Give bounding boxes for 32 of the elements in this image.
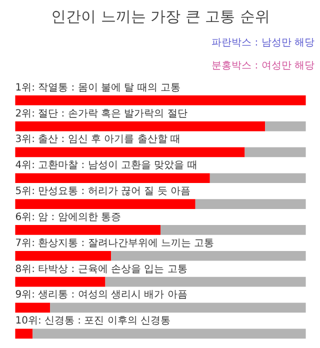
bar	[195, 199, 306, 209]
bar	[15, 147, 245, 158]
bar	[105, 276, 306, 287]
bar	[50, 302, 306, 313]
bar	[15, 121, 266, 132]
bar	[15, 250, 112, 261]
y-tick-label: 9위: 생리통 : 여성의 생리시 배가 아픔	[15, 290, 188, 301]
bar	[15, 276, 106, 287]
bar	[244, 147, 306, 158]
y-tick-label: 7위: 환상지통 : 잘려나간부위에 느끼는 고통	[15, 238, 214, 249]
y-tick-label: 3위: 출산 : 임신 후 아기를 출산할 때	[15, 134, 181, 146]
bar	[15, 199, 196, 209]
bar	[15, 95, 306, 106]
bar	[15, 225, 160, 235]
text: 분홍박스 : 여성만 해당	[212, 60, 314, 72]
y-tick-label: 4위: 고환마찰 : 남성이 고환을 맞았을 때	[15, 160, 198, 172]
bar	[265, 121, 306, 132]
bar	[111, 250, 306, 261]
bar	[210, 173, 306, 184]
text: 파란박스 : 남성만 해당	[212, 38, 314, 48]
y-tick-label: 10위: 신경통 : 포진 이후의 신경통	[15, 316, 171, 327]
y-tick-label: 8위: 타박상 : 근육에 손상을 입는 고통	[15, 264, 188, 275]
y-tick-label: 5위: 만성요통 : 허리가 끊어 질 듯 아픔	[15, 186, 191, 198]
bar	[160, 225, 306, 235]
y-tick-label: 2위: 절단 : 손가락 혹은 발가락의 절단	[15, 108, 188, 120]
y-tick-label: 6위: 암 : 암에의한 통증	[15, 212, 122, 223]
y-tick-label: 1위: 작열통 : 몸이 불에 탈 때의 고통	[15, 82, 181, 94]
chart-title: 인간이 느끼는 가장 큰 고통 순위	[51, 8, 270, 26]
bar	[32, 328, 306, 339]
bar	[15, 328, 33, 339]
bar	[15, 302, 50, 313]
bar	[15, 173, 210, 184]
